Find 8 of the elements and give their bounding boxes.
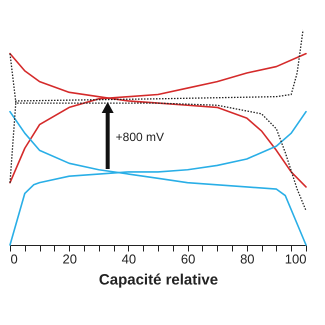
x-tick-label: 0 [10, 252, 18, 266]
x-tick-label: 60 [180, 252, 196, 266]
x-tick-label: 100 [284, 252, 306, 266]
x-tick-label: 40 [122, 252, 136, 266]
x-axis-title: Capacité relative [98, 272, 218, 288]
x-tick-label: 20 [62, 252, 77, 266]
x-tick-label: 80 [240, 252, 255, 266]
annotation: +800 mV [116, 130, 164, 144]
